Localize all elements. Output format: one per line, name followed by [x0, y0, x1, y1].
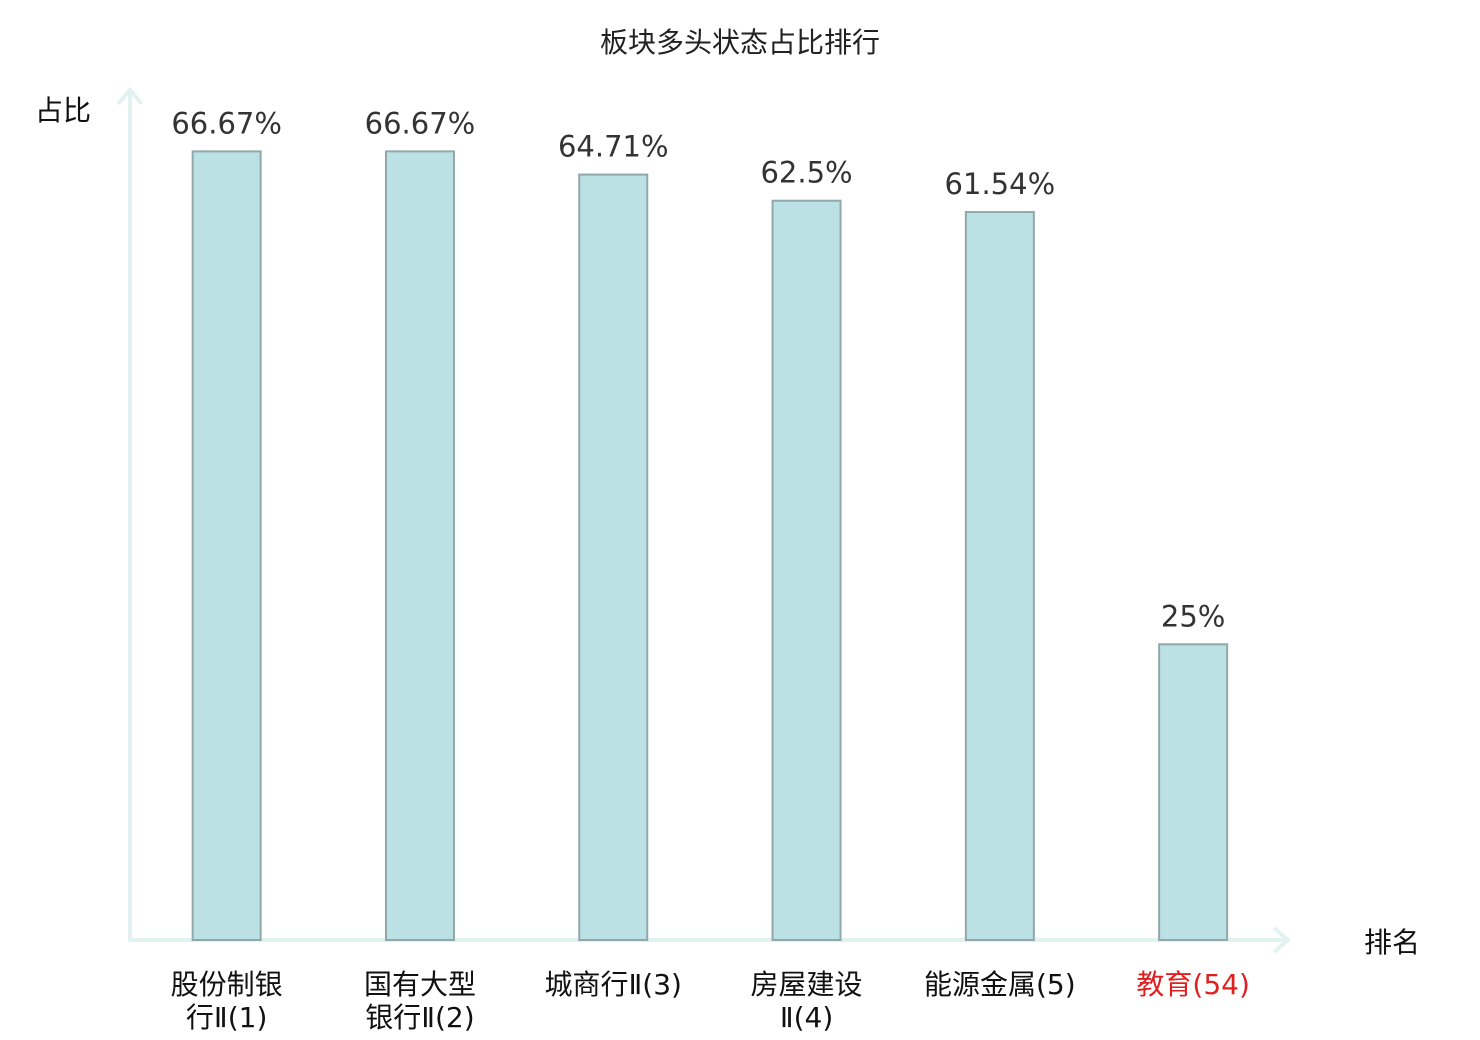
category-label: 教育(54) [1136, 968, 1249, 1001]
bar [384, 150, 455, 941]
chart-title: 板块多头状态占比排行 [600, 26, 880, 59]
x-axis-label: 排名 [1364, 926, 1420, 959]
x-axis [128, 926, 1292, 954]
bar [191, 150, 262, 941]
y-axis-label: 占比 [35, 94, 91, 127]
category-label: 银行Ⅱ(2) [365, 1001, 474, 1034]
category-label: 行Ⅱ(1) [186, 1001, 267, 1034]
category-label: 房屋建设 [751, 968, 863, 1001]
bar-value-label: 62.5% [760, 156, 852, 190]
bar-value-label: 61.54% [945, 167, 1056, 201]
category-label: Ⅱ(4) [780, 1001, 833, 1034]
bar [964, 211, 1035, 942]
bar-value-label: 66.67% [365, 106, 476, 140]
category-label: 股份制银 [171, 968, 283, 1001]
bar [1158, 643, 1229, 941]
bar [771, 199, 842, 941]
bar-value-label: 25% [1161, 599, 1225, 633]
category-label: 城商行Ⅱ(3) [545, 968, 682, 1001]
bar [578, 173, 649, 942]
y-axis [116, 86, 144, 940]
bar-value-label: 66.67% [171, 106, 282, 140]
bar-value-label: 64.71% [558, 130, 669, 164]
category-label: 国有大型 [364, 968, 476, 1001]
category-label: 能源金属(5) [924, 968, 1076, 1001]
